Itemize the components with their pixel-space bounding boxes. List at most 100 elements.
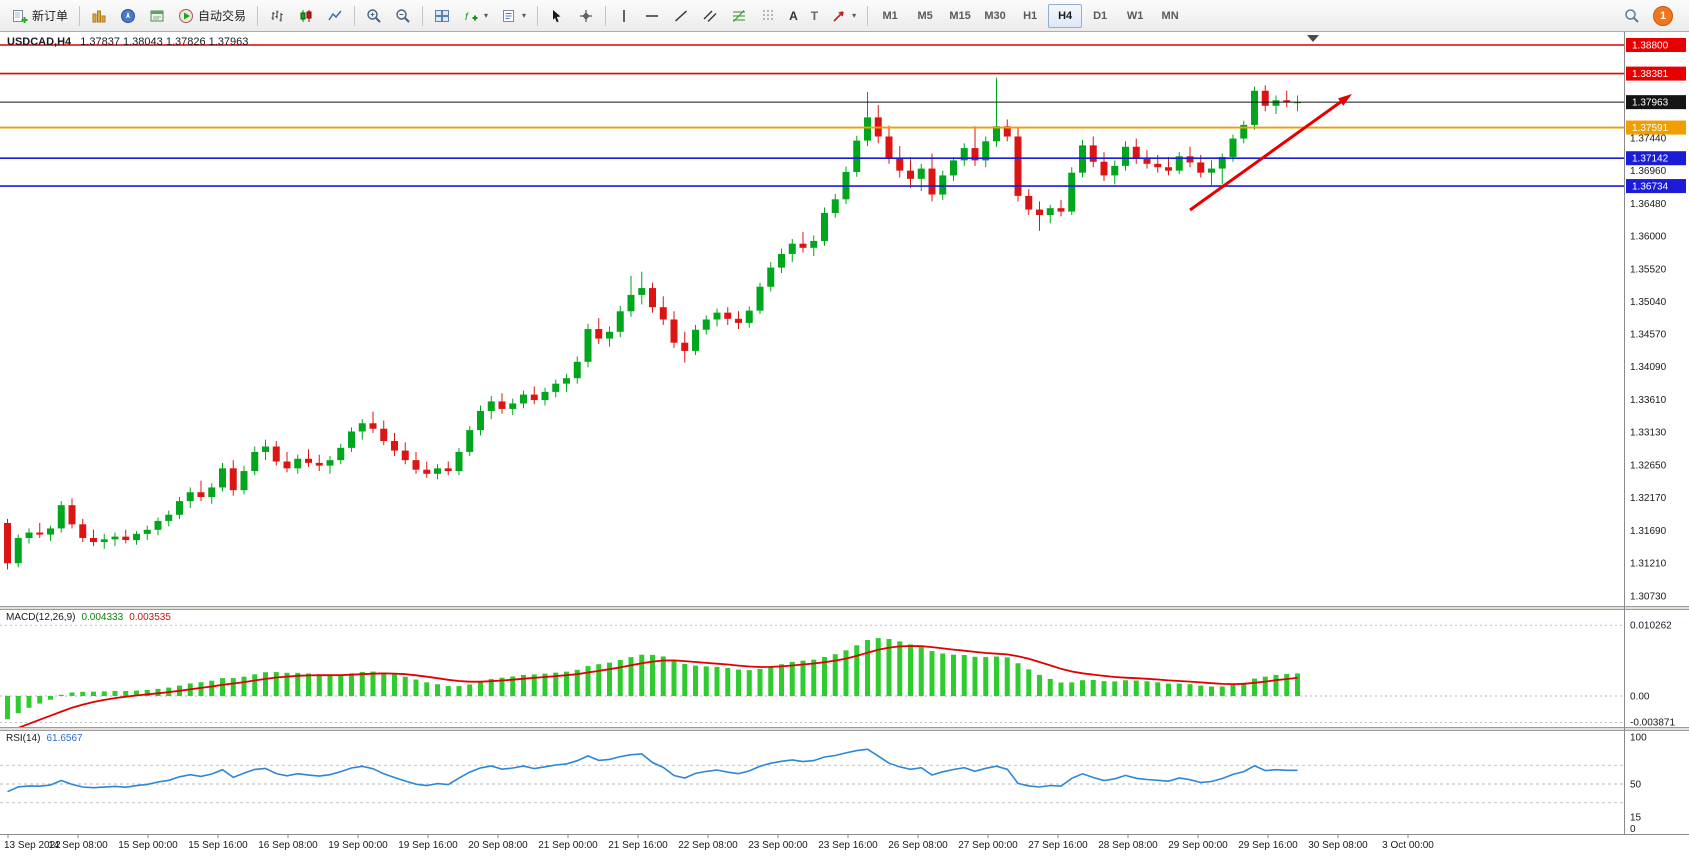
bar-chart-button[interactable] bbox=[263, 3, 291, 29]
timeframe-button-w1[interactable]: W1 bbox=[1126, 9, 1144, 22]
tile-windows-button[interactable] bbox=[428, 3, 456, 29]
fibonacci-button[interactable] bbox=[725, 3, 753, 29]
candlestick-series bbox=[4, 77, 1301, 570]
zoom-out-icon bbox=[396, 8, 410, 23]
cursor-button[interactable] bbox=[543, 3, 571, 29]
rsi-panel[interactable]: 100 50 150 bbox=[0, 731, 1689, 834]
trendline-icon bbox=[675, 9, 688, 22]
chevron-down-icon: ▾ bbox=[484, 11, 489, 20]
cursor-icon bbox=[553, 9, 561, 22]
price-grid-label: 1.32650 bbox=[1630, 460, 1667, 471]
separator bbox=[422, 5, 424, 26]
market-watch-icon bbox=[92, 10, 106, 22]
price-tag-1.36734 bbox=[1626, 179, 1686, 194]
new-order-label: 新订单 bbox=[32, 9, 69, 23]
panel-divider[interactable] bbox=[0, 606, 1689, 610]
price-grid-label: 1.33610 bbox=[1630, 395, 1667, 406]
price-tag-text: 1.36734 bbox=[1632, 182, 1669, 193]
timeframe-button-m30[interactable]: M30 bbox=[984, 9, 1006, 22]
time-label: 20 Sep 08:00 bbox=[468, 840, 528, 851]
price-axis-border bbox=[1624, 32, 1625, 834]
separator bbox=[537, 5, 539, 26]
zoom-out-button[interactable] bbox=[389, 3, 417, 29]
timeframe-button-m15[interactable]: M15 bbox=[949, 9, 971, 22]
chevron-down-icon: ▾ bbox=[522, 11, 527, 20]
price-grid-label: 1.36000 bbox=[1630, 232, 1667, 243]
zoom-in-icon bbox=[367, 8, 381, 23]
timeframe-button-mn[interactable]: MN bbox=[1161, 9, 1179, 22]
vertical-line-icon bbox=[623, 9, 625, 22]
rsi-axis-label: 15 bbox=[1630, 812, 1642, 823]
horizontal-line-button[interactable] bbox=[638, 3, 666, 29]
navigator-icon bbox=[121, 8, 136, 23]
rsi-label: RSI(14) 61.6567 bbox=[6, 733, 83, 744]
timeframe-button-m5[interactable]: M5 bbox=[917, 9, 933, 22]
search-icon bbox=[1625, 8, 1639, 23]
text-icon: A bbox=[789, 8, 798, 23]
toolbar: 新订单 自动交易 bbox=[0, 0, 1689, 32]
macd-main-value: 0.004333 bbox=[81, 612, 124, 623]
time-label: 30 Sep 08:00 bbox=[1308, 840, 1368, 851]
timeframe-button-d1[interactable]: D1 bbox=[1093, 9, 1108, 22]
templates-button[interactable]: ▾ bbox=[495, 3, 532, 29]
macd-axis-label: 0.00 bbox=[1630, 692, 1650, 703]
label-tool-button[interactable]: T bbox=[805, 3, 824, 29]
price-grid-label: 1.37440 bbox=[1630, 133, 1667, 144]
line-chart-button[interactable] bbox=[321, 3, 349, 29]
time-label: 29 Sep 00:00 bbox=[1168, 840, 1228, 851]
price-grid-label: 1.34570 bbox=[1630, 329, 1667, 340]
navigator-button[interactable] bbox=[114, 3, 142, 29]
notification-badge[interactable]: 1 bbox=[1653, 5, 1673, 26]
price-grid-label: 1.34090 bbox=[1630, 362, 1667, 373]
crosshair-button[interactable] bbox=[572, 3, 600, 29]
time-label: 21 Sep 16:00 bbox=[608, 840, 668, 851]
price-grid-label: 1.31210 bbox=[1630, 559, 1667, 570]
time-label: 13 Sep 2022 bbox=[4, 840, 61, 851]
zoom-in-button[interactable] bbox=[360, 3, 388, 29]
search-button[interactable] bbox=[1618, 3, 1646, 29]
trendline-button[interactable] bbox=[667, 3, 695, 29]
price-grid-labels: 1.37440 1.36960 1.36480 1.36000 1.35520 1.350… bbox=[1630, 133, 1667, 602]
price-grid-label: 1.35040 bbox=[1630, 297, 1667, 308]
price-tag-1.37142 bbox=[1626, 151, 1686, 166]
tile-windows-icon bbox=[435, 9, 450, 22]
price-tag-1.38381 bbox=[1626, 66, 1686, 81]
price-grid-label: 1.31690 bbox=[1630, 526, 1667, 537]
macd-panel[interactable]: 0.010262 0.00 -0.003871 bbox=[0, 610, 1689, 727]
text-tool-button[interactable]: A bbox=[783, 3, 804, 29]
candlestick-chart-icon bbox=[300, 9, 312, 22]
time-label: 29 Sep 16:00 bbox=[1238, 840, 1298, 851]
bar-chart-icon bbox=[271, 10, 283, 21]
time-label: 14 Sep 08:00 bbox=[48, 840, 108, 851]
symbol-period-label: USDCAD,H4 bbox=[7, 36, 72, 48]
rsi-value: 61.6567 bbox=[46, 733, 83, 744]
terminal-button[interactable] bbox=[143, 3, 171, 29]
price-grid-label: 1.36960 bbox=[1630, 166, 1667, 177]
autotrading-button[interactable]: 自动交易 bbox=[172, 3, 252, 29]
indicators-button[interactable]: f ▾ bbox=[457, 3, 494, 29]
candlestick-chart-button[interactable] bbox=[292, 3, 320, 29]
rsi-axis-label: 50 bbox=[1630, 780, 1642, 791]
chart-shift-marker[interactable] bbox=[1307, 35, 1319, 42]
time-label: 27 Sep 00:00 bbox=[958, 840, 1018, 851]
new-order-button[interactable]: 新订单 bbox=[6, 3, 74, 29]
channel-button[interactable] bbox=[696, 3, 724, 29]
time-label: 23 Sep 16:00 bbox=[818, 840, 878, 851]
timeframe-button-m1[interactable]: M1 bbox=[882, 9, 898, 22]
price-tag-text: 1.38381 bbox=[1632, 69, 1669, 80]
timeframe-toolbar: M1 M5 M15 M30 H1 H4 D1 W1 MN bbox=[873, 3, 1187, 28]
price-grid-label: 1.35520 bbox=[1630, 264, 1667, 275]
cycle-lines-button[interactable] bbox=[754, 3, 782, 29]
vertical-line-button[interactable] bbox=[611, 3, 637, 29]
trend-arrow[interactable] bbox=[1189, 94, 1352, 212]
separator bbox=[867, 5, 869, 26]
timeframe-button-h4[interactable]: H4 bbox=[1048, 3, 1083, 28]
panel-divider[interactable] bbox=[0, 727, 1689, 731]
timeframe-button-h1[interactable]: H1 bbox=[1023, 9, 1038, 22]
arrows-tool-button[interactable]: ▾ bbox=[825, 3, 862, 29]
price-grid-label: 1.32170 bbox=[1630, 493, 1667, 504]
price-chart-panel[interactable]: 1.37440 1.36960 1.36480 1.36000 1.35520 1.350… bbox=[0, 32, 1689, 606]
market-watch-button[interactable] bbox=[85, 3, 113, 29]
